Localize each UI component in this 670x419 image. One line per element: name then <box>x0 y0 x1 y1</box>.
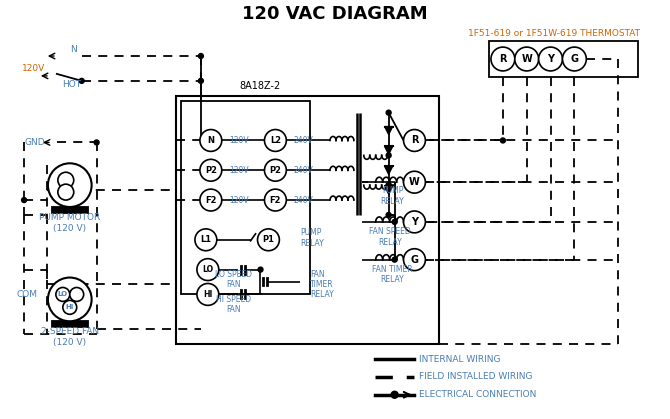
Text: Y: Y <box>411 217 418 227</box>
Circle shape <box>63 300 77 314</box>
Text: 240V: 240V <box>293 166 313 175</box>
Text: F2: F2 <box>269 196 281 204</box>
Text: FAN TIMER
RELAY: FAN TIMER RELAY <box>373 265 413 284</box>
Text: W: W <box>521 54 532 64</box>
Text: HI: HI <box>66 304 74 310</box>
Circle shape <box>200 159 222 181</box>
Text: G: G <box>570 54 578 64</box>
Circle shape <box>386 183 391 188</box>
Circle shape <box>21 198 27 202</box>
Text: PUMP MOTOR
(120 V): PUMP MOTOR (120 V) <box>39 213 100 233</box>
Circle shape <box>48 277 92 321</box>
Polygon shape <box>385 186 393 194</box>
Text: Y: Y <box>547 54 554 64</box>
Text: HI: HI <box>203 290 212 299</box>
Text: HI SPEED
FAN: HI SPEED FAN <box>216 295 251 314</box>
Text: P2: P2 <box>205 166 217 175</box>
Text: LO SPEED
FAN: LO SPEED FAN <box>215 270 252 289</box>
Text: PUMP
RELAY: PUMP RELAY <box>300 228 324 248</box>
Circle shape <box>257 229 279 251</box>
Circle shape <box>386 183 391 188</box>
Bar <box>181 101 310 295</box>
Circle shape <box>58 184 74 200</box>
Text: N: N <box>207 136 214 145</box>
Circle shape <box>391 391 398 398</box>
Circle shape <box>403 249 425 271</box>
Text: GND: GND <box>24 138 45 147</box>
Text: 120V: 120V <box>22 65 46 73</box>
Circle shape <box>94 140 99 145</box>
Polygon shape <box>385 166 393 174</box>
Text: FAN
TIMER
RELAY: FAN TIMER RELAY <box>310 269 334 300</box>
Text: W: W <box>409 177 420 187</box>
Circle shape <box>265 159 286 181</box>
Bar <box>176 96 440 344</box>
Text: L2: L2 <box>270 136 281 145</box>
Circle shape <box>491 47 515 71</box>
Circle shape <box>197 259 219 281</box>
Text: 240V: 240V <box>293 136 313 145</box>
Text: P2: P2 <box>269 166 281 175</box>
Circle shape <box>200 129 222 151</box>
Circle shape <box>386 110 391 115</box>
Text: N: N <box>70 44 76 54</box>
Text: 2-SPEED FAN
(120 V): 2-SPEED FAN (120 V) <box>41 327 99 347</box>
Circle shape <box>392 220 397 225</box>
Text: F2: F2 <box>205 196 216 204</box>
Bar <box>52 321 88 327</box>
Text: R: R <box>499 54 507 64</box>
Circle shape <box>200 189 222 211</box>
Circle shape <box>403 129 425 151</box>
Circle shape <box>403 171 425 193</box>
Text: ELECTRICAL CONNECTION: ELECTRICAL CONNECTION <box>419 390 537 399</box>
Text: HOT: HOT <box>62 80 81 89</box>
Circle shape <box>56 287 70 301</box>
Circle shape <box>392 257 397 262</box>
Circle shape <box>198 54 204 59</box>
Circle shape <box>48 163 92 207</box>
Circle shape <box>58 172 74 188</box>
Circle shape <box>563 47 586 71</box>
Text: FIELD INSTALLED WIRING: FIELD INSTALLED WIRING <box>419 372 533 381</box>
Text: 120V: 120V <box>228 136 249 145</box>
Circle shape <box>197 284 219 305</box>
Circle shape <box>195 229 217 251</box>
Circle shape <box>79 78 84 83</box>
Text: 1F51-619 or 1F51W-619 THERMOSTAT: 1F51-619 or 1F51W-619 THERMOSTAT <box>468 28 640 38</box>
Text: LO: LO <box>58 292 68 297</box>
Text: COM: COM <box>17 290 38 299</box>
Text: 240V: 240V <box>293 196 313 204</box>
Circle shape <box>500 138 505 143</box>
Circle shape <box>265 189 286 211</box>
Circle shape <box>386 153 391 158</box>
Text: 120 VAC DIAGRAM: 120 VAC DIAGRAM <box>242 5 428 23</box>
Circle shape <box>539 47 563 71</box>
Polygon shape <box>385 127 393 134</box>
Text: FAN SPEED
RELAY: FAN SPEED RELAY <box>369 227 411 246</box>
Text: L1: L1 <box>200 235 212 244</box>
Text: 120V: 120V <box>228 196 249 204</box>
Circle shape <box>403 211 425 233</box>
Bar <box>52 207 88 213</box>
Circle shape <box>265 129 286 151</box>
Polygon shape <box>385 146 393 154</box>
Bar <box>489 41 638 77</box>
Text: INTERNAL WIRING: INTERNAL WIRING <box>419 354 501 364</box>
Text: 120V: 120V <box>228 166 249 175</box>
Text: 8A18Z-2: 8A18Z-2 <box>240 81 281 91</box>
Circle shape <box>258 267 263 272</box>
Text: LO: LO <box>202 265 214 274</box>
Circle shape <box>386 212 391 217</box>
Circle shape <box>198 78 204 83</box>
Text: R: R <box>411 135 418 145</box>
Circle shape <box>515 47 539 71</box>
Text: PUMP
RELAY: PUMP RELAY <box>381 186 405 206</box>
Text: P1: P1 <box>263 235 275 244</box>
Circle shape <box>70 287 84 301</box>
Text: G: G <box>411 255 419 265</box>
